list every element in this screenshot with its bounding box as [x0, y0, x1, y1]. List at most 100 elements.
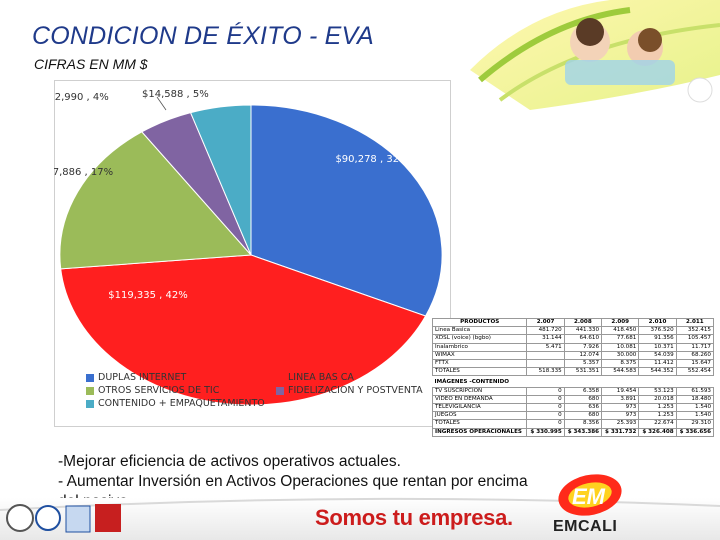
table-cell: 10.371 [638, 342, 677, 352]
table-cell: $ 336.656 [675, 427, 715, 437]
table-cell: WIMAX [431, 350, 528, 361]
table-cell: 18.480 [675, 394, 715, 405]
table-cell: 636 [563, 403, 603, 413]
table-cell: 680 [563, 394, 603, 405]
legend-swatch [276, 373, 284, 382]
legend-label: OTROS SERVICIOS DE TIC [98, 385, 220, 396]
table-cell: $ 343.386 [563, 427, 603, 437]
emcali-logo [558, 474, 622, 516]
table-cell: 61.593 [675, 386, 715, 396]
legend-label: FIDELIZACION Y POSTVENTA [288, 385, 423, 396]
pie-slice [189, 104, 252, 256]
table-cell: XDSL (voice) (bgbo) [431, 334, 528, 344]
table-cell: 531.351 [563, 367, 603, 377]
table-row: TELEVIGILANCIA 0 636 973 1.253 1.540 [431, 403, 715, 413]
legend-entry: LINEA BAS CA [276, 372, 354, 383]
pie-chart: $90,278 , 32% $119,335 , 42% $47,886 , 17%… [54, 89, 443, 406]
table-cell: 418.450 [601, 326, 640, 336]
table-cell: 54.039 [638, 350, 677, 361]
table-cell: 552.454 [675, 367, 715, 377]
table-cell: 481.720 [526, 326, 565, 336]
table-cell: 441.330 [563, 326, 603, 336]
table-cell: 1.540 [675, 411, 715, 421]
table-cell: $ 330.995 [526, 427, 565, 437]
banner-image [470, 0, 720, 110]
table-row: FTTX 5.357 8.375 11.412 15.647 [431, 359, 715, 369]
pie-slice [59, 131, 253, 270]
table-cell: 12.074 [563, 350, 603, 361]
table-row: TOTALES 0 8.356 25.393 22.674 29.310 [431, 419, 715, 429]
table-cell: 680 [563, 411, 603, 421]
table-cell: 105.457 [675, 334, 715, 344]
table-row: VIDEO EN DEMANDA 0 680 3.891 20.018 18.480 [431, 394, 715, 405]
legend-entry: OTROS SERVICIOS DE TIC [86, 385, 219, 396]
table-cell: $ 326.408 [638, 427, 677, 437]
legend-swatch [86, 386, 94, 395]
legend-swatch [276, 386, 284, 395]
footer-band [0, 474, 720, 540]
table-cell: 31.144 [526, 334, 565, 344]
legend-entry: DUPLAS INTERNET [86, 372, 186, 383]
certification-logos [6, 504, 121, 533]
table-cell: TOTALES [431, 419, 528, 429]
table-row: TOTALES 518.335 531.351 544.583 544.352 552.4… [431, 367, 715, 377]
table-cell: 5.357 [563, 359, 603, 369]
table-cell: 6.358 [563, 386, 603, 396]
bullet-item: -Mejorar eficiencia de activos operativo… [58, 453, 401, 470]
table-row: IMÁGENES -CONTENIDO [433, 379, 714, 387]
table-cell: 0 [526, 403, 565, 413]
table-row: Inalambrico 5.471 7.926 10.081 10.371 11.717 [431, 342, 715, 352]
table-section-header: IMÁGENES -CONTENIDO [434, 379, 510, 386]
table-cell: 68.260 [675, 350, 715, 361]
table-cell: 15.647 [675, 359, 715, 369]
table-cell: $ 331.732 [601, 427, 640, 437]
pie-slice [60, 254, 427, 406]
table-cell: PRODUCTOS [431, 317, 528, 328]
table-cell: 544.352 [638, 367, 677, 377]
table-row: JUEGOS 0 680 973 1.253 1.540 [431, 411, 715, 421]
table-cell: 11.412 [638, 359, 677, 369]
table-cell: 2.008 [563, 317, 603, 328]
table-cell: 973 [601, 403, 640, 413]
table-cell [526, 350, 565, 361]
legend-entry: FIDELIZACION Y POSTVENTA [276, 385, 423, 396]
table-cell: INGRESOS OPERACIONALES [431, 427, 528, 437]
table-cell: Linea Basica [431, 326, 528, 336]
legend-swatch [86, 373, 94, 382]
table-cell: 19.454 [601, 386, 640, 396]
table-row: XDSL (voice) (bgbo) 31.144 64.610 77.681 91.… [431, 334, 715, 344]
leader-line [156, 96, 167, 111]
table-cell: 7.926 [563, 342, 603, 352]
products-table: PRODUCTOS 2.007 2.008 2.009 2.010 2.011 Linea … [431, 317, 715, 437]
slice-data-label: $119,335 , 42% [108, 290, 187, 301]
slice-data-label: $14,588 , 5% [142, 89, 209, 100]
pie-slice [250, 104, 443, 317]
table-cell: 11.717 [675, 342, 715, 352]
table-cell: TOTALES [431, 367, 528, 377]
table-cell: 1.253 [638, 403, 677, 413]
table-cell: TELEVIGILANCIA [431, 403, 528, 413]
table-cell: TV SUSCRIPCION [431, 386, 528, 396]
slide-title: CONDICION DE ÉXITO - EVA [32, 22, 374, 50]
table-cell: 10.081 [601, 342, 640, 352]
table-row: INGRESOS OPERACIONALES $ 330.995 $ 343.386… [431, 427, 715, 437]
table-cell: 5.471 [526, 342, 565, 352]
logo-mark: EM [572, 484, 605, 509]
table-cell: 352.415 [675, 326, 715, 336]
table-cell: 53.123 [638, 386, 677, 396]
legend-swatch [86, 399, 94, 408]
table-cell: 30.000 [601, 350, 640, 361]
legend-label: CONTENIDO + EMPAQUETAMIENTO [98, 398, 265, 409]
table-cell: 77.681 [601, 334, 640, 344]
table-cell: 2.009 [601, 317, 640, 328]
slice-data-label: $12,990 , 4% [54, 92, 109, 103]
legend-entry: CONTENIDO + EMPAQUETAMIENTO [86, 398, 265, 409]
table-cell: 1.540 [675, 403, 715, 413]
table-row: TV SUSCRIPCION 0 6.358 19.454 53.123 61.593 [431, 386, 715, 396]
table-row: Linea Basica 481.720 441.330 418.450 376.520… [431, 326, 715, 336]
table-cell: 544.583 [601, 367, 640, 377]
table-row: PRODUCTOS 2.007 2.008 2.009 2.010 2.011 [431, 317, 715, 328]
table-cell: 3.891 [601, 394, 640, 405]
slogan: Somos tu empresa. [315, 505, 513, 530]
table-cell: 2.007 [526, 317, 565, 328]
